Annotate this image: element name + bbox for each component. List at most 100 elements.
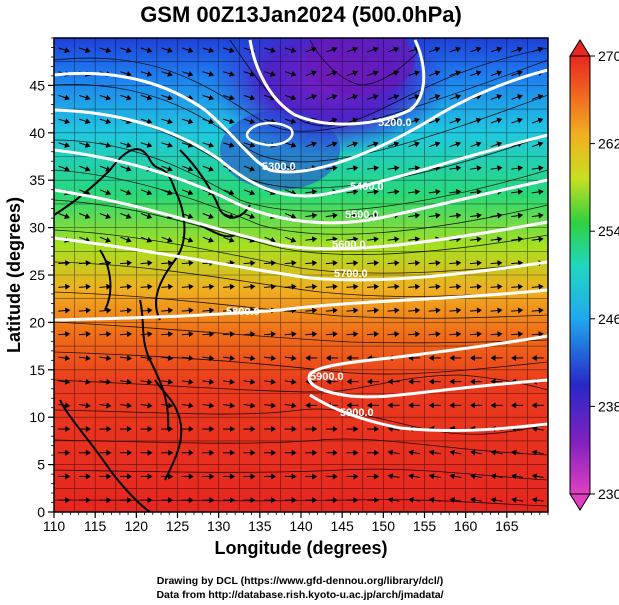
wind-arrow (140, 94, 153, 101)
wind-arrow (470, 46, 482, 53)
wind-arrow (470, 141, 482, 148)
wind-arrow (346, 141, 359, 148)
y-tick-label: 10 (29, 409, 45, 425)
wind-arrow (305, 141, 317, 148)
wind-arrow (490, 497, 503, 503)
wind-arrow (58, 449, 71, 456)
wind-arrow (469, 212, 482, 219)
wind-arrow (161, 47, 173, 54)
wind-arrow (367, 331, 380, 338)
wind-arrow (326, 46, 338, 53)
wind-arrow (181, 355, 194, 362)
wind-arrow (367, 236, 379, 243)
wind-arrow (99, 236, 112, 243)
x-tick-label: 150 (372, 518, 396, 534)
wind-arrow (140, 497, 153, 504)
wind-arrow (325, 165, 338, 172)
wind-arrow (120, 260, 133, 267)
wind-arrow (78, 260, 91, 267)
wind-arrow (120, 236, 132, 243)
wind-arrow (284, 355, 297, 362)
wind-arrow (469, 165, 482, 172)
wind-arrow (531, 188, 544, 195)
wind-arrow (78, 355, 91, 362)
wind-arrow (78, 473, 91, 480)
wind-arrow (490, 449, 503, 456)
wind-arrow (78, 497, 91, 504)
wind-arrow (325, 378, 338, 385)
x-tick-label: 110 (43, 518, 66, 534)
contour-label: 5700.0 (334, 268, 368, 280)
wind-arrow (243, 497, 256, 504)
wind-arrow (181, 402, 194, 409)
wind-arrow (531, 307, 544, 314)
y-tick-label: 5 (37, 457, 45, 473)
wind-arrow (284, 449, 297, 456)
wind-arrow (284, 331, 297, 338)
wind-arrow (469, 402, 482, 409)
wind-arrow (202, 236, 214, 243)
wind-arrow (222, 497, 235, 504)
wind-arrow (408, 260, 421, 267)
wind-arrow (469, 260, 482, 267)
y-tick-label: 35 (29, 172, 45, 188)
wind-arrow (428, 497, 441, 503)
wind-arrow (367, 283, 380, 290)
wind-arrow (325, 236, 338, 243)
wind-arrow (140, 189, 153, 196)
wind-arrow (367, 378, 380, 385)
wind-arrow (58, 331, 71, 338)
wind-arrow (449, 46, 462, 53)
wind-arrow (346, 283, 359, 290)
wind-arrow (511, 283, 524, 290)
wind-arrow (99, 213, 112, 219)
contour-label: 5600.0 (332, 239, 366, 251)
contour-label: 5800.0 (226, 306, 260, 318)
wind-arrow (284, 378, 297, 385)
wind-arrow (243, 378, 256, 385)
wind-arrow (202, 355, 215, 362)
wind-arrow (99, 118, 112, 125)
wind-arrow (325, 354, 338, 361)
wind-arrow (120, 94, 132, 101)
wind-arrow (140, 331, 153, 338)
wind-arrow (408, 141, 420, 148)
wind-arrow (120, 47, 132, 54)
wind-arrow (346, 188, 359, 195)
wind-arrow (99, 402, 112, 409)
wind-arrow (305, 283, 318, 290)
wind-arrow (346, 46, 359, 53)
wind-arrow (120, 426, 133, 433)
wind-arrow (161, 283, 174, 290)
wind-arrow (79, 213, 91, 219)
y-tick-label: 25 (29, 267, 45, 283)
colorbar-body (569, 55, 591, 495)
wind-arrow (99, 355, 112, 362)
wind-arrow (531, 354, 544, 361)
wind-arrow (161, 497, 174, 504)
wind-arrow (264, 473, 277, 480)
wind-arrow (449, 449, 462, 456)
wind-arrow (161, 142, 173, 148)
wind-arrow (202, 331, 215, 338)
wind-arrow (222, 378, 235, 385)
wind-arrow (78, 449, 91, 456)
wind-arrow (449, 165, 462, 172)
wind-arrow (181, 378, 194, 385)
wind-arrow (490, 212, 503, 219)
x-tick-label: 165 (495, 518, 519, 534)
wind-arrow (428, 212, 441, 219)
y-tick-label: 40 (29, 125, 45, 141)
wind-arrow (284, 71, 297, 77)
wind-arrow (326, 94, 338, 100)
wind-arrow (490, 283, 503, 290)
wind-arrow (449, 354, 462, 361)
wind-arrow (140, 307, 153, 314)
wind-arrow (79, 189, 91, 196)
wind-arrow (243, 473, 256, 480)
wind-arrow (284, 473, 297, 480)
wind-arrow (490, 117, 503, 124)
wind-arrow (408, 449, 421, 456)
wind-arrow (120, 165, 132, 172)
